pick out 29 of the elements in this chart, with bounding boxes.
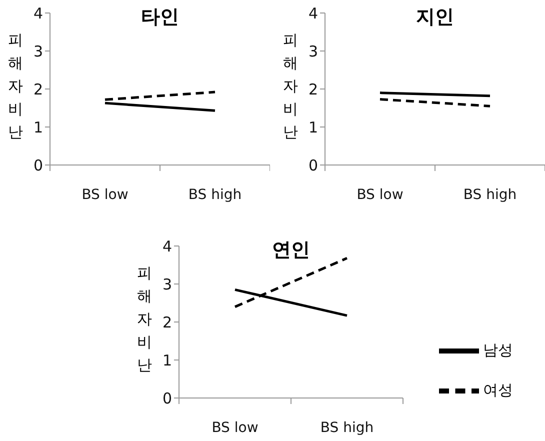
y-tick-label: 2 [33, 80, 43, 98]
y-axis-title: 피해자비난 [6, 22, 25, 137]
x-tick-label: BS low [82, 187, 128, 203]
y-tick-label: 1 [308, 118, 318, 136]
legend-label: 남성 [483, 341, 513, 360]
y-tick-label: 4 [308, 4, 318, 22]
x-tick-label: BS low [356, 187, 404, 203]
y-tick-label: 0 [162, 389, 172, 408]
y-tick-label: 3 [308, 42, 318, 60]
y-tick-label: 0 [33, 156, 43, 174]
legend-label: 여성 [483, 381, 513, 400]
x-tick-label: BS high [188, 187, 242, 203]
y-tick-label: 1 [33, 118, 43, 136]
y-tick-label: 4 [162, 237, 172, 256]
y-tick-label: 3 [33, 42, 43, 60]
y-tick-label: 1 [162, 351, 172, 370]
y-axis-title: 피해자비난 [135, 255, 154, 370]
chart-title: 연인 [271, 238, 311, 263]
x-tick-label: BS high [463, 187, 517, 203]
y-tick-label: 2 [162, 313, 172, 332]
x-tick-label: BS low [212, 420, 258, 436]
chart-title: 지인 [415, 5, 455, 30]
y-tick-label: 0 [308, 156, 318, 174]
y-axis-title: 피해자비난 [281, 22, 300, 137]
chart-title: 타인 [140, 5, 180, 30]
x-tick-label: BS high [320, 420, 374, 436]
y-tick-label: 4 [33, 4, 43, 22]
y-tick-label: 2 [308, 80, 318, 98]
y-tick-label: 3 [162, 275, 172, 294]
